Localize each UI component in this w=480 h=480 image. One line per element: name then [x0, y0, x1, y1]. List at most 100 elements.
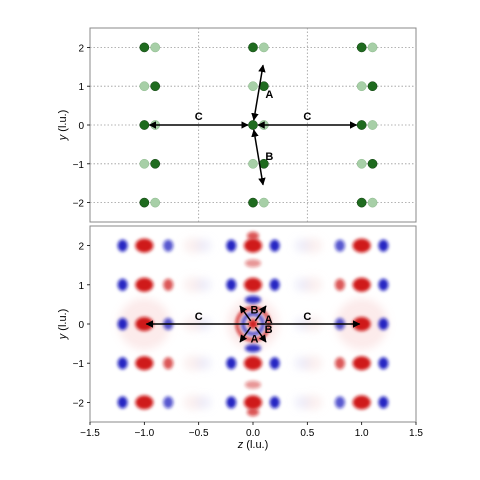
red-blob [247, 231, 259, 240]
top-arrows: A B C C [148, 64, 358, 186]
bottom-y-tick-label: 1 [78, 281, 84, 292]
atom-light [259, 42, 269, 53]
red-blob [135, 395, 154, 410]
red-blob [244, 395, 262, 410]
red-blob [352, 356, 371, 371]
atom-dark [139, 42, 150, 53]
arrow-label-c: C [303, 111, 311, 123]
faint-blue-blob [196, 356, 213, 371]
blue-blob [226, 278, 237, 291]
arrow-a [251, 64, 266, 121]
blue-blob [378, 278, 389, 291]
red-blob [352, 238, 371, 253]
density-blobs [117, 231, 389, 417]
arrow-label-c: C [303, 311, 311, 323]
atom-dark [248, 42, 258, 53]
red-blob [135, 238, 154, 253]
top-grid [90, 28, 416, 222]
red-blob [244, 238, 262, 253]
blue-blob [269, 357, 280, 370]
red-blob [334, 357, 345, 370]
blue-blob [378, 239, 389, 252]
blue-blob [226, 396, 237, 409]
bottom-x-tick-label: 0.5 [300, 428, 314, 439]
atom-dark [248, 120, 258, 130]
arrow-label-b: B [265, 151, 273, 163]
blue-blob [117, 357, 128, 370]
bottom-y-axis-label: y (l.u.) [57, 309, 69, 341]
arrow-b [254, 326, 267, 343]
arrow-label-b: B [250, 305, 258, 317]
bottom-x-tick-label: 1.5 [409, 428, 423, 439]
blue-blob [117, 396, 128, 409]
blue-blob [269, 278, 280, 291]
faint-blue-blob [293, 277, 310, 292]
bottom-x-tick-label: 1.0 [355, 428, 369, 439]
atom-dark [356, 197, 367, 208]
red-blob [135, 356, 154, 371]
atom-light [150, 42, 161, 53]
bottom-y-tick-label: −2 [73, 398, 85, 409]
atom-lattice-panel: A B C C 2 1 0 −1 −2 y (l.u.) [57, 27, 417, 223]
blue-blob [117, 318, 128, 330]
bottom-y-ticks: 2 1 0 −1 −2 [73, 242, 90, 409]
atom-dark [367, 158, 378, 169]
atom-dark [356, 42, 367, 53]
atom-light [367, 42, 378, 53]
arrow-label-c: C [195, 111, 203, 123]
bottom-x-ticks: −1.5 −1.0 −0.5 0.0 0.5 1.0 1.5 [80, 422, 423, 439]
atom-light [248, 81, 258, 92]
red-blob [244, 277, 262, 292]
blue-blob [226, 239, 237, 252]
atom-light [139, 81, 150, 92]
atom-dark [367, 81, 378, 92]
bottom-y-tick-label: 2 [78, 242, 84, 253]
arrow-a [254, 305, 267, 322]
blue-blob [334, 396, 345, 409]
arrow-label-a: A [265, 89, 273, 101]
blue-blob [269, 239, 280, 252]
arrow-label-c: C [195, 311, 203, 323]
atom-light [248, 158, 258, 169]
bottom-x-tick-label: −0.5 [189, 428, 209, 439]
faint-blue-blob [293, 395, 310, 410]
arrow-label-a: A [265, 314, 273, 326]
atom-light [139, 158, 150, 169]
atom-light [367, 120, 378, 130]
top-y-ticks: 2 1 0 −1 −2 [73, 43, 90, 210]
blue-blob [269, 396, 280, 409]
arrow-label-b: B [265, 324, 273, 336]
blue-blob [117, 239, 128, 252]
top-y-tick-label: 0 [78, 121, 84, 132]
top-y-tick-label: 2 [78, 43, 84, 54]
red-blob [245, 380, 261, 389]
arrow-a [239, 326, 252, 343]
red-blob [163, 357, 174, 370]
faint-blue-blob [196, 277, 213, 292]
atom-light [356, 81, 367, 92]
atom-light [356, 158, 367, 169]
top-y-tick-label: 1 [78, 82, 84, 93]
red-blob [334, 278, 345, 291]
atom-dark [248, 197, 258, 208]
arrow-b [251, 129, 266, 186]
atom-dark [150, 81, 161, 92]
bottom-x-axis-label: z (l.u.) [237, 439, 269, 451]
red-blob [135, 277, 154, 292]
bottom-x-tick-label: −1.5 [80, 428, 100, 439]
atom-dark [150, 158, 161, 169]
faint-blue-blob [196, 238, 213, 253]
atom-dark [139, 120, 150, 130]
faint-blue-blob [196, 395, 213, 410]
top-y-axis-label: y (l.u.) [57, 110, 69, 142]
arrow-label-a: A [250, 333, 258, 345]
atom-dark [139, 197, 150, 208]
bottom-y-tick-label: −1 [73, 359, 85, 370]
top-y-tick-label: −2 [73, 199, 85, 210]
blue-blob [163, 396, 174, 409]
atom-dark [356, 120, 367, 130]
atom-light [150, 197, 161, 208]
